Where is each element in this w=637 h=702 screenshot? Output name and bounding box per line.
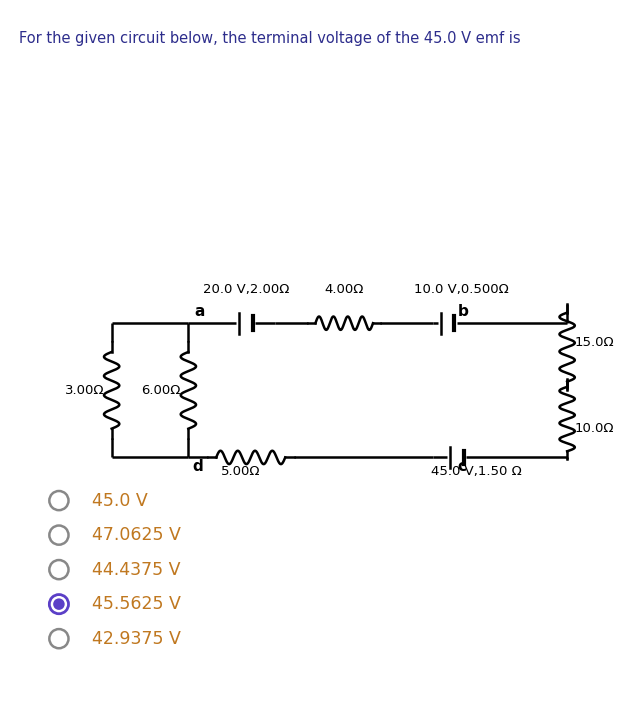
Text: 10.0 V,0.500Ω: 10.0 V,0.500Ω [414,284,509,296]
Text: 3.00Ω: 3.00Ω [64,384,104,397]
Text: 20.0 V,2.00Ω: 20.0 V,2.00Ω [203,284,289,296]
Text: 10.0Ω: 10.0Ω [575,422,614,435]
Text: 44.4375 V: 44.4375 V [92,561,181,578]
Text: 4.00Ω: 4.00Ω [324,284,364,296]
Text: 45.5625 V: 45.5625 V [92,595,182,613]
Text: c: c [458,459,467,475]
Circle shape [53,598,65,610]
Text: d: d [192,459,203,475]
Text: 5.00Ω: 5.00Ω [222,465,261,478]
Text: 45.0 V,1.50 Ω: 45.0 V,1.50 Ω [431,465,522,478]
Text: a: a [194,305,204,319]
Text: 47.0625 V: 47.0625 V [92,526,182,544]
Text: 6.00Ω: 6.00Ω [141,384,181,397]
Text: 45.0 V: 45.0 V [92,491,148,510]
Text: 15.0Ω: 15.0Ω [575,336,615,349]
Text: 42.9375 V: 42.9375 V [92,630,182,648]
Text: b: b [458,305,469,319]
Text: For the given circuit below, the terminal voltage of the 45.0 V emf is: For the given circuit below, the termina… [18,31,520,46]
